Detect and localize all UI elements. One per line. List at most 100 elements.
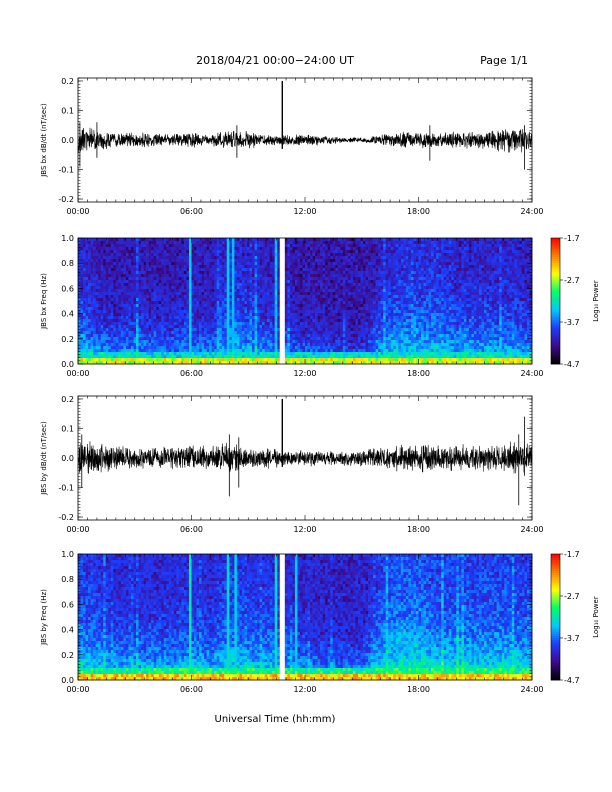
spectrogram-cell (168, 271, 172, 275)
spectrogram-cell (163, 259, 167, 263)
spectrogram-cell (123, 358, 127, 362)
spectrogram-cell (274, 265, 278, 269)
spectrogram-cell (181, 331, 185, 335)
spectrogram-cell (151, 265, 154, 269)
spectrogram-cell (363, 346, 366, 350)
spectrogram-cell (299, 301, 303, 305)
spectrogram-cell (191, 328, 195, 332)
spectrogram-cell (363, 328, 366, 332)
spectrogram-cell (171, 250, 175, 254)
spectrogram-cell (183, 280, 187, 284)
spectrogram-cell (252, 292, 255, 296)
spectrogram-cell (244, 361, 248, 365)
spectrogram-cell (136, 298, 139, 302)
spectrogram-cell (176, 301, 180, 305)
spectrogram-cell (246, 244, 250, 248)
spectrogram-cell (148, 295, 152, 299)
spectrogram-cell (166, 247, 170, 251)
spectrogram-cell (125, 286, 129, 290)
spectrogram-cell (355, 346, 359, 350)
spectrogram-cell (239, 337, 243, 341)
spectrogram-cell (100, 295, 104, 299)
spectrogram-cell (166, 286, 170, 290)
spectrogram-cell (315, 352, 318, 356)
spectrogram-cell (163, 337, 167, 341)
spectrogram-cell (246, 292, 250, 296)
spectrogram-cell (176, 343, 180, 347)
spectrogram-cell (332, 361, 336, 365)
spectrogram-cell (322, 343, 326, 347)
spectrogram-cell (277, 256, 281, 260)
spectrogram-cell (244, 343, 248, 347)
spectrogram-cell (171, 241, 175, 245)
spectrogram-cell (173, 268, 177, 272)
spectrogram-cell (221, 319, 225, 323)
spectrogram-cell (98, 289, 101, 293)
spectrogram-cell (178, 262, 182, 266)
spectrogram-cell (204, 325, 207, 329)
spectrogram-cell (294, 316, 298, 320)
spectrogram-cell (279, 310, 283, 314)
spectrogram-cell (342, 343, 346, 347)
spectrogram-cell (133, 310, 137, 314)
spectrogram-cell (249, 250, 253, 254)
spectrogram-cell (78, 241, 81, 245)
spectrogram-cell (151, 247, 154, 251)
spectrogram-cell (350, 295, 354, 299)
spectrogram-cell (269, 361, 273, 365)
spectrogram-cell (191, 277, 195, 281)
spectrogram-cell (236, 268, 240, 272)
spectrogram-cell (125, 349, 129, 353)
spectrogram-cell (259, 346, 263, 350)
spectrogram-cell (350, 280, 354, 284)
spectrogram-cell (259, 316, 263, 320)
spectrogram-cell (219, 286, 223, 290)
spectrogram-cell (327, 286, 331, 290)
spectrogram-cell (320, 340, 323, 344)
spectrogram-cell (282, 349, 286, 353)
spectrogram-cell (105, 283, 109, 287)
spectrogram-cell (194, 337, 197, 341)
spectrogram-cell (274, 247, 278, 251)
spectrogram-cell (130, 262, 134, 266)
spectrogram-cell (166, 241, 170, 245)
spectrogram-cell (269, 352, 273, 356)
spectrogram-cell (289, 262, 293, 266)
spectrogram-cell (105, 337, 109, 341)
spectrogram-cell (357, 307, 361, 311)
spectrogram-cell (98, 244, 101, 248)
spectrogram-cell (305, 352, 308, 356)
spectrogram-cell (224, 355, 228, 359)
spectrogram-cell (350, 337, 354, 341)
spectrogram-cell (125, 265, 129, 269)
spectrogram-cell (287, 328, 291, 332)
spectrogram-cell (123, 355, 127, 359)
spectrogram-cell (219, 268, 223, 272)
spectrogram-cell (138, 277, 142, 281)
spectrogram-cell (342, 352, 346, 356)
spectrogram-cell (90, 352, 94, 356)
spectrogram-cell (269, 262, 273, 266)
spectrogram-cell (264, 256, 268, 260)
spectrogram-cell (88, 280, 91, 284)
spectrogram-cell (133, 340, 137, 344)
spectrogram-cell (85, 346, 89, 350)
spectrogram-cell (249, 361, 253, 365)
spectrogram-cell (310, 283, 313, 287)
spectrogram-cell (130, 355, 134, 359)
spectrogram-cell (105, 292, 109, 296)
spectrogram-cell (244, 352, 248, 356)
spectrogram-cell (340, 331, 344, 335)
spectrogram-cell (246, 313, 250, 317)
spectrogram-cell (166, 343, 170, 347)
spectrogram-cell (194, 325, 197, 329)
spectrogram-cell (130, 247, 134, 251)
spectrogram-cell (209, 322, 212, 326)
spectrogram-cell (315, 250, 318, 254)
spectrogram-cell (186, 310, 190, 314)
spectrogram-cell (274, 271, 278, 275)
spectrogram-cell (146, 334, 149, 338)
spectrogram-cell (90, 295, 94, 299)
spectrogram-cell (282, 310, 286, 314)
spectrogram-cell (120, 256, 124, 260)
